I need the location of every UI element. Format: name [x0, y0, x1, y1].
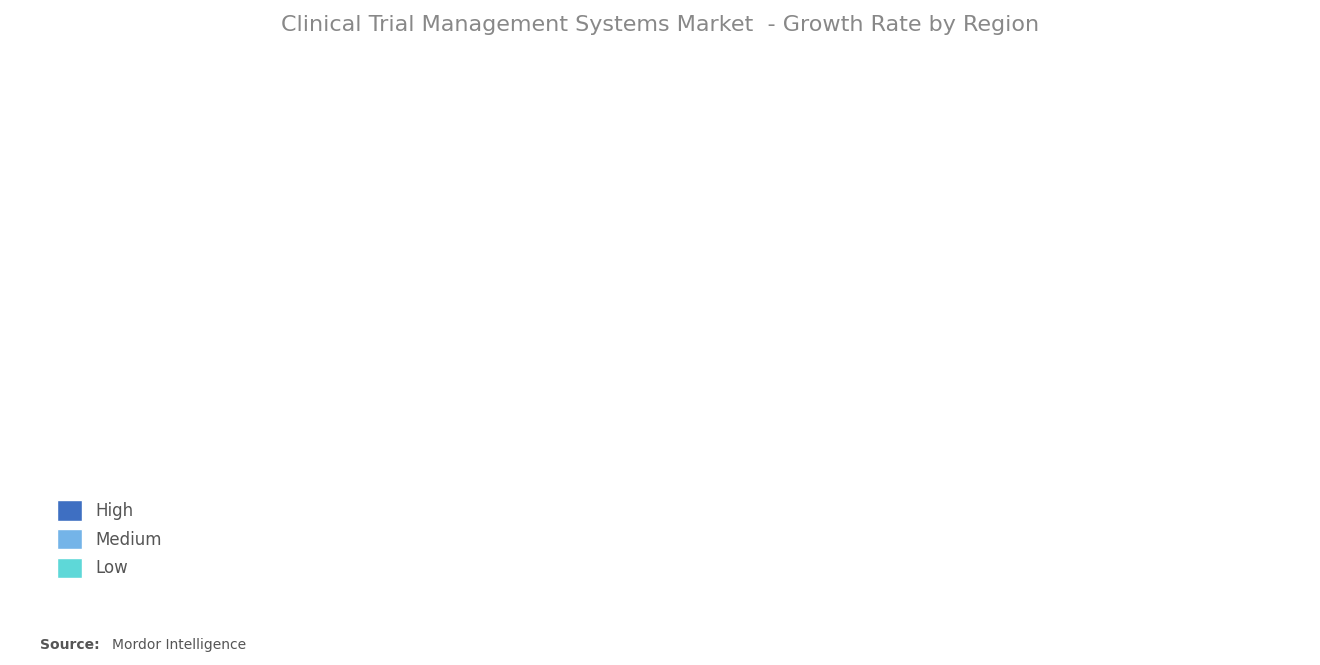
Text: Source:: Source:	[40, 638, 104, 652]
Text: MI: MI	[1192, 622, 1237, 648]
Text: Mordor Intelligence: Mordor Intelligence	[112, 638, 247, 652]
Title: Clinical Trial Management Systems Market  - Growth Rate by Region: Clinical Trial Management Systems Market…	[281, 15, 1039, 35]
Legend: High, Medium, Low: High, Medium, Low	[49, 492, 170, 587]
